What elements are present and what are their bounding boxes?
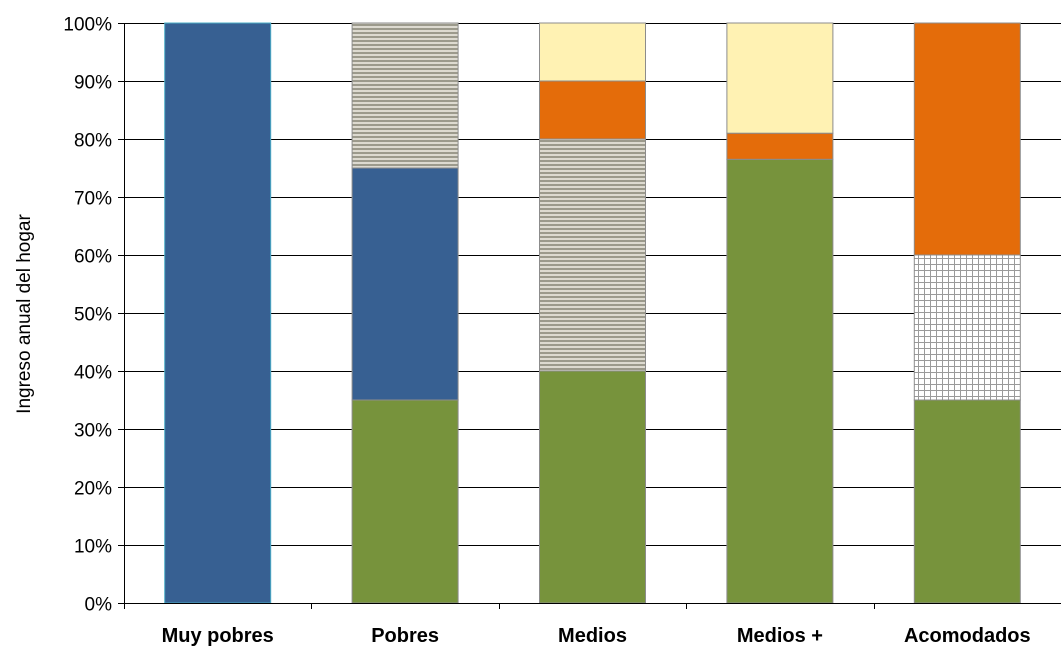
y-tick-label: 50% — [74, 305, 112, 326]
axes — [118, 23, 1061, 609]
bar-segment — [726, 22, 834, 134]
bar-segment — [913, 22, 1021, 256]
y-tick-label: 0% — [85, 595, 113, 616]
y-tick-label: 30% — [74, 421, 112, 442]
bar-segment — [539, 22, 646, 82]
bar-segment — [539, 138, 646, 372]
bar-segment — [913, 399, 1021, 604]
x-tick-label: Medios + — [737, 625, 823, 647]
bar-segment — [351, 167, 459, 401]
y-tick-label: 60% — [74, 247, 112, 268]
bar-segment — [726, 132, 834, 160]
y-axis-title: Ingreso anual del hogar — [14, 214, 35, 414]
bar-segment — [539, 370, 646, 604]
y-tick-label: 80% — [74, 131, 112, 152]
bar-segment — [164, 22, 272, 604]
x-tick-label: Pobres — [371, 625, 439, 647]
bar-segment — [726, 158, 834, 604]
y-tick-label: 10% — [74, 537, 112, 558]
y-tick-label: 70% — [74, 189, 112, 210]
bar-segment — [913, 254, 1021, 401]
y-tick-label: 90% — [74, 73, 112, 94]
bar-segment — [539, 80, 646, 140]
y-tick-label: 20% — [74, 479, 112, 500]
y-tick-labels: 0% 10% 20% 30% 40% 50% 60% 70% 80% 90% 100% — [63, 15, 112, 616]
bar-segment — [351, 22, 459, 169]
x-tick-label: Muy pobres — [162, 625, 274, 647]
bar-segment — [351, 399, 459, 604]
y-tick-label: 40% — [74, 363, 112, 384]
x-tick-label: Acomodados — [904, 625, 1031, 647]
bars — [164, 22, 1021, 604]
x-tick-label: Medios — [558, 625, 627, 647]
y-tick-label: 100% — [63, 15, 112, 36]
x-tick-labels: Muy pobres Pobres Medios Medios + Acomodados — [162, 625, 1031, 647]
